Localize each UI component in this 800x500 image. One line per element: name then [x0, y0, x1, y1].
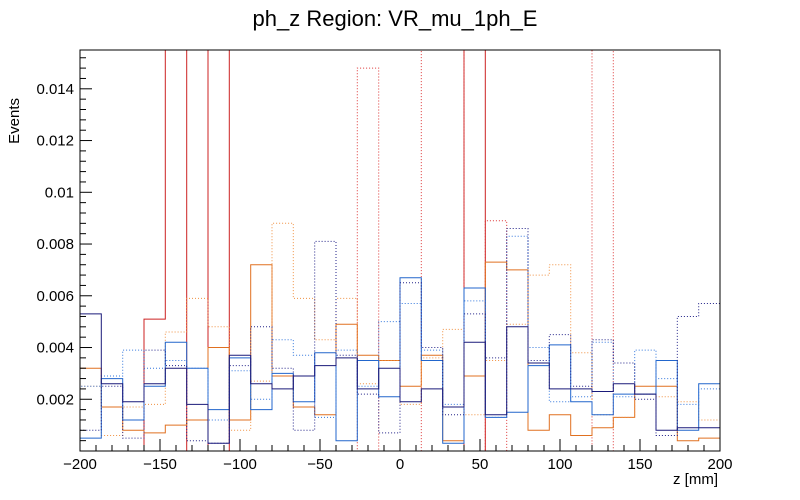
y-tick-label: 0.014: [36, 81, 74, 98]
x-tick-label: −100: [223, 456, 257, 473]
y-tick-label: 0.01: [45, 184, 74, 201]
x-tick-label: 100: [547, 456, 572, 473]
x-tick-label: 150: [627, 456, 652, 473]
y-tick-label: 0.012: [36, 133, 74, 150]
series-navy-solid: [79, 313, 721, 451]
chart-title: ph_z Region: VR_mu_1ph_E: [253, 6, 538, 31]
y-tick-label: 0.002: [36, 391, 74, 408]
series-navy-dotted: [79, 228, 721, 451]
y-tick-label: 0.008: [36, 236, 74, 253]
y-tick-label: 0.004: [36, 340, 74, 357]
x-tick-label: −50: [307, 456, 332, 473]
x-tick-label: 50: [472, 456, 489, 473]
x-axis-title: z [mm]: [673, 471, 718, 488]
series-orange-dotted: [79, 222, 721, 451]
x-tick-label: 200: [707, 456, 732, 473]
x-tick-label: 0: [396, 456, 404, 473]
y-axis-title: Events: [6, 98, 23, 144]
x-axis: −200 −150 −100 −50 0 50 100 150 200: [63, 439, 733, 473]
y-tick-label: 0.006: [36, 288, 74, 305]
x-tick-label: −200: [63, 456, 97, 473]
y-axis: 0.002 0.004 0.006 0.008 0.01 0.012 0.014: [36, 57, 92, 442]
x-tick-label: −150: [143, 456, 177, 473]
series-blue-dotted: [79, 235, 721, 451]
